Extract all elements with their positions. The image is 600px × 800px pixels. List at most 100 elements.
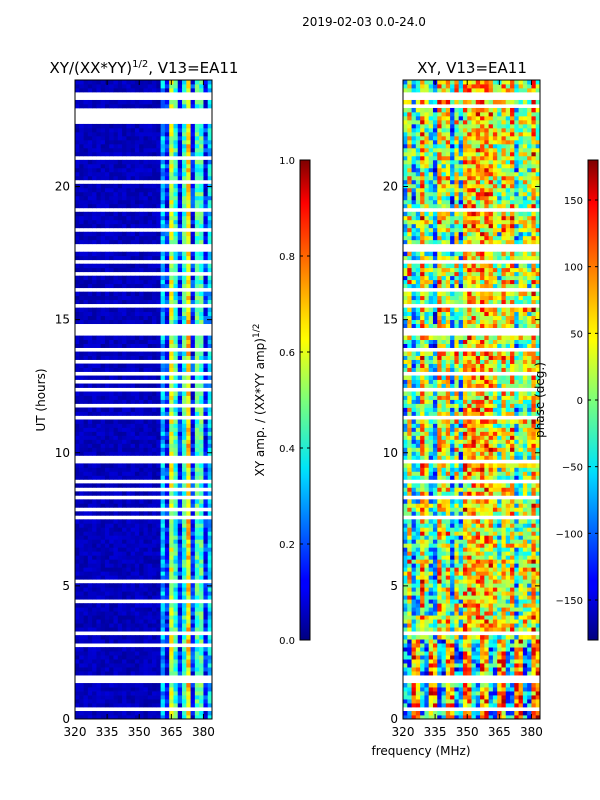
heatmap-cell <box>152 83 157 89</box>
heatmap-cell <box>156 339 162 344</box>
heatmap-cell <box>75 563 80 568</box>
heatmap-cell <box>117 199 123 205</box>
heatmap-cell <box>194 627 200 632</box>
heatmap-cell <box>484 611 490 616</box>
heatmap-cell <box>207 279 213 285</box>
amplitude-colorbar-ticks: 0.00.20.40.60.81.0 <box>279 156 310 647</box>
heatmap-cell <box>467 583 472 588</box>
heatmap-cell <box>100 591 106 596</box>
heatmap-cell <box>160 667 166 672</box>
heatmap-cell <box>207 543 213 548</box>
heatmap-cell <box>403 611 408 616</box>
heatmap-cell <box>169 235 174 241</box>
heatmap-cell <box>117 439 123 444</box>
heatmap-cell <box>152 491 157 496</box>
heatmap-cell <box>104 319 110 325</box>
heatmap-cell <box>173 639 179 644</box>
heatmap-cell <box>156 283 162 289</box>
heatmap-cell <box>109 543 114 548</box>
heatmap-cell <box>100 451 106 456</box>
heatmap-cell <box>126 659 132 664</box>
heatmap-cell <box>126 491 132 496</box>
heatmap-cell <box>190 123 196 129</box>
heatmap-cell <box>182 263 187 269</box>
heatmap-cell <box>134 435 140 440</box>
heatmap-cell <box>134 695 140 700</box>
heatmap-cell <box>424 627 430 632</box>
heatmap-cell <box>186 83 191 89</box>
heatmap-cell <box>87 151 93 157</box>
heatmap-cell <box>203 619 209 624</box>
heatmap-cell <box>407 663 412 668</box>
heatmap-cell <box>117 147 123 153</box>
heatmap-cell <box>96 551 102 556</box>
heatmap-cell <box>177 691 183 696</box>
heatmap-cell <box>173 283 179 289</box>
heatmap-cell <box>169 463 174 468</box>
heatmap-cell <box>160 103 166 109</box>
heatmap-cell <box>79 339 84 344</box>
heatmap-cell <box>113 311 119 317</box>
heatmap-cell <box>182 367 187 372</box>
heatmap-cell <box>199 375 204 380</box>
heatmap-cell <box>194 279 200 285</box>
heatmap-cell <box>152 103 157 109</box>
heatmap-cell <box>134 687 140 692</box>
heatmap-cell <box>450 643 455 648</box>
heatmap-cell <box>194 687 200 692</box>
heatmap-cell <box>143 411 149 416</box>
heatmap-cell <box>75 211 80 217</box>
heatmap-cell <box>79 399 84 404</box>
heatmap-cell <box>134 699 140 704</box>
heatmap-cell <box>92 235 97 241</box>
heatmap-cell <box>190 99 196 105</box>
heatmap-cell <box>514 587 519 592</box>
heatmap-cell <box>492 567 498 572</box>
heatmap-cell <box>424 699 430 704</box>
heatmap-cell <box>407 683 412 688</box>
heatmap-cell <box>173 703 179 708</box>
heatmap-cell <box>186 703 191 708</box>
heatmap-cell <box>173 711 179 716</box>
heatmap-cell <box>117 319 123 325</box>
heatmap-cell <box>432 575 438 580</box>
heatmap-cell <box>92 159 97 165</box>
heatmap-cell <box>420 587 425 592</box>
heatmap-cell <box>113 715 119 720</box>
heatmap-cell <box>432 695 438 700</box>
heatmap-cell <box>156 131 162 137</box>
heatmap-cell <box>139 131 144 137</box>
heatmap-cell <box>87 307 93 313</box>
heatmap-cell <box>203 147 209 153</box>
heatmap-cell <box>428 667 434 672</box>
heatmap-cell <box>160 683 166 688</box>
heatmap-cell <box>458 615 464 620</box>
heatmap-cell <box>79 615 84 620</box>
heatmap-cell <box>156 299 162 305</box>
heatmap-cell <box>182 523 187 528</box>
heatmap-cell <box>117 283 123 289</box>
heatmap-cell <box>147 375 153 380</box>
heatmap-cell <box>164 319 170 325</box>
heatmap-cell <box>117 571 123 576</box>
heatmap-cell <box>484 651 490 656</box>
heatmap-cell <box>177 587 183 592</box>
heatmap-cell <box>190 151 196 157</box>
heatmap-cell <box>501 651 507 656</box>
heatmap-cell <box>160 167 166 173</box>
heatmap-cell <box>471 587 477 592</box>
heatmap-cell <box>177 555 183 560</box>
heatmap-cell <box>505 703 511 708</box>
heatmap-cell <box>182 159 187 165</box>
heatmap-cell <box>100 659 106 664</box>
heatmap-cell <box>122 283 127 289</box>
heatmap-cell <box>143 351 149 356</box>
heatmap-cell <box>152 431 157 436</box>
heatmap-cell <box>492 651 498 656</box>
heatmap-cell <box>147 223 153 229</box>
heatmap-cell <box>113 663 119 668</box>
heatmap-cell <box>177 603 183 608</box>
heatmap-cell <box>100 131 106 137</box>
heatmap-cell <box>177 615 183 620</box>
heatmap-cell <box>113 235 119 241</box>
